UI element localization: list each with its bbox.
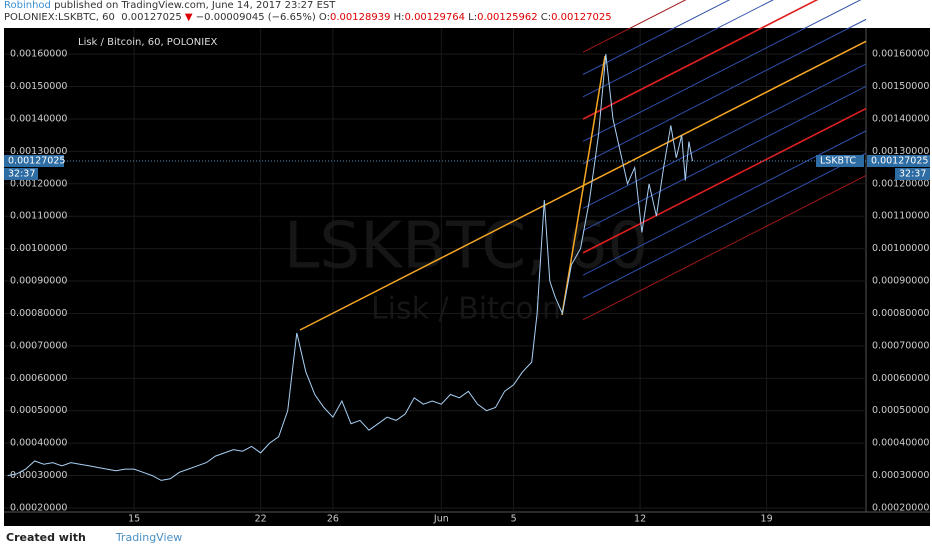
countdown-box-left [4,168,38,181]
y-tick-label-left: 0.00060000 [10,373,67,384]
pitchfork-line [582,0,731,75]
y-tick-label-left: 0.00020000 [10,502,67,513]
y-tick-label-left: 0.00030000 [10,470,67,481]
y-tick-label-right: 0.00020000 [872,502,929,513]
y-tick-label-right: 0.00150000 [872,81,929,92]
y-tick-label-right: 0.00040000 [872,438,929,449]
pitchfork-line [582,0,774,98]
watermark: LSKBTC, 60 [284,210,648,284]
watermark-sub: Lisk / Bitcoin [371,292,561,327]
x-tick-label: 15 [128,514,140,525]
created-with: Created with [6,531,86,544]
header-line-2: POLONIEX:LSKBTC, 60 0.00127025 ▼ −0.0000… [4,12,612,24]
high: 0.00129764 [404,12,465,23]
y-tick-label-right: 0.00030000 [872,470,929,481]
pitchfork-line [582,0,687,53]
y-tick-label-right: 0.00100000 [872,243,929,254]
y-tick-label-right: 0.00080000 [872,308,929,319]
y-tick-label-left: 0.00110000 [10,211,67,222]
countdown-left: 32:37 [8,169,35,180]
last-price-box-left [4,155,64,168]
y-tick-label-left: 0.00090000 [10,276,67,287]
h-label: H: [393,12,405,23]
last-price-right: 0.00127025 [871,156,928,167]
y-tick-label-right: 0.00120000 [872,178,929,189]
change: −0.00009045 (−6.65%) [195,12,316,23]
y-tick-label-right: 0.00070000 [872,340,929,351]
pitchfork [4,0,867,512]
y-tick-label-right: 0.00090000 [872,276,929,287]
pitchfork-line [582,18,867,165]
y-tick-label-right: 0.00110000 [872,211,929,222]
y-tick-label-left: 0.00040000 [10,438,67,449]
last-price-left: 0.00127025 [8,156,65,167]
y-tick-label-right: 0.00140000 [872,113,929,124]
y-tick-label-left: 0.00120000 [10,178,67,189]
pitchfork-line [582,130,867,276]
pitchfork-line [582,0,862,142]
countdown-right: 32:37 [899,169,926,180]
y-tick-label-right: 0.00060000 [872,373,929,384]
x-tick-label: 22 [255,514,267,525]
y-tick-label-right: 0.00050000 [872,405,929,416]
x-tick-label: Jun [433,514,449,525]
pitchfork-line [582,63,867,209]
price: 0.00127025 [121,12,182,23]
y-tick-label-left: 0.00080000 [10,308,67,319]
chart: LSKBTC, 60 Lisk / Bitcoin Lisk / Bitcoin… [4,0,930,526]
header: Robinhod published on TradingView.com, J… [4,0,612,24]
pitchfork-line [582,152,867,298]
x-tick-label: 12 [634,514,646,525]
countdown-box-right [895,168,930,181]
y-tick-label-right: 0.00130000 [872,146,929,157]
x-tick-label: 5 [511,514,517,525]
pitchfork-line [582,175,867,321]
y-tick-label-right: 0.00160000 [872,49,929,60]
close: 0.00127025 [551,12,612,23]
pitchfork-line [582,85,867,232]
o-label: O: [318,12,330,23]
l-label: L: [468,12,478,23]
pitchfork-line [582,107,867,254]
arrow: ▼ [184,12,193,23]
footer: Created with TradingView [6,531,182,544]
pitchfork-line [582,0,819,120]
y-tick-label-left: 0.00050000 [10,405,67,416]
y-tick-label-left: 0.00070000 [10,340,67,351]
symbol-label: LSKBTC [820,156,856,167]
last-price-box-right [867,155,930,168]
low: 0.00125962 [477,12,538,23]
price-line [7,54,693,481]
pitchfork-handle [561,55,606,316]
author[interactable]: Robinhod [4,0,51,11]
chart-title: Lisk / Bitcoin, 60, POLONIEX [78,37,218,48]
y-tick-label-left: 0.00100000 [10,243,67,254]
published: published on TradingView.com, June 14, 2… [54,0,336,11]
symbol-box [816,155,864,168]
symbol: POLONIEX:LSKBTC, 60 [4,12,115,23]
y-tick-label-left: 0.00160000 [10,49,67,60]
x-tick-label: 19 [761,514,773,525]
y-tick-label-left: 0.00130000 [10,146,67,157]
y-tick-label-left: 0.00150000 [10,81,67,92]
brand[interactable]: TradingView [115,531,183,544]
c-label: C: [540,12,552,23]
y-tick-label-left: 0.00140000 [10,113,67,124]
header-line-1: Robinhod published on TradingView.com, J… [4,0,612,12]
x-tick-label: 26 [327,514,339,525]
open: 0.00128939 [330,12,391,23]
